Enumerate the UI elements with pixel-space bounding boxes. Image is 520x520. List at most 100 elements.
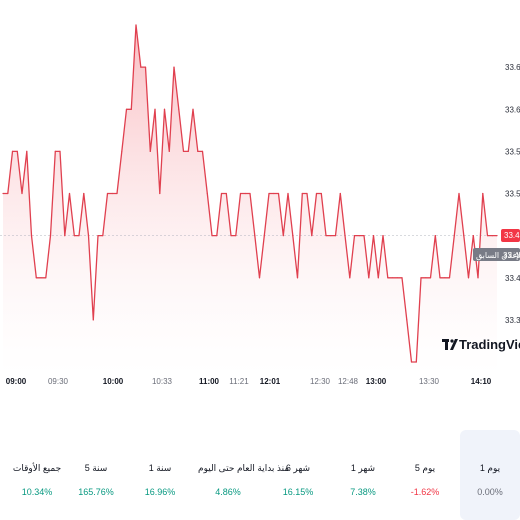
data-point — [97, 235, 99, 237]
data-point — [491, 235, 493, 237]
data-point — [235, 235, 237, 237]
x-tick-label: 10:00 — [103, 377, 124, 386]
x-tick-label: 10:33 — [152, 377, 173, 386]
performance-period-label: جميع الأوقات — [12, 463, 62, 473]
data-point — [173, 66, 175, 68]
data-point — [168, 150, 170, 152]
data-point — [415, 361, 417, 363]
performance-period-label: 5 سنة — [84, 463, 108, 473]
data-point — [83, 192, 85, 195]
data-point — [216, 235, 218, 237]
performance-change-value: 4.86% — [215, 487, 241, 497]
data-point — [363, 235, 365, 237]
x-tick-label: 12:48 — [338, 377, 359, 386]
data-point — [192, 108, 194, 110]
data-point — [429, 277, 432, 279]
data-point — [353, 235, 356, 237]
y-axis: 33.35 33.40 33.45 33.50 33.55 33.60 33.65 — [505, 63, 520, 325]
x-tick-label: 13:00 — [366, 377, 387, 386]
performance-period-label: 1 شهر — [350, 463, 376, 473]
x-tick-label: 12:01 — [260, 377, 281, 386]
performance-tab[interactable]: 1 شهر 7.38% — [333, 430, 393, 520]
data-point — [249, 192, 251, 195]
x-tick-label: 09:00 — [6, 377, 27, 386]
performance-tab[interactable]: 5 يوم -1.62% — [395, 430, 455, 520]
data-point — [453, 235, 455, 237]
performance-tab[interactable]: 1 يوم 0.00% — [460, 430, 520, 520]
data-point — [211, 235, 213, 237]
data-point — [87, 235, 90, 237]
tradingview-logo-text: TradingView — [459, 337, 520, 352]
data-point — [121, 150, 123, 152]
data-point — [296, 277, 299, 279]
data-point — [35, 277, 37, 279]
data-point — [239, 192, 242, 195]
tradingview-logo-icon — [442, 339, 458, 350]
performance-tab[interactable]: 5 سنة 165.76% — [66, 430, 126, 520]
y-tick-label: 33.65 — [505, 63, 520, 72]
data-point — [45, 277, 47, 279]
performance-change-value: 10.34% — [21, 487, 53, 497]
data-point — [102, 235, 104, 237]
data-point — [201, 150, 204, 152]
data-point — [306, 192, 308, 195]
data-point — [434, 235, 436, 237]
price-area — [3, 25, 497, 375]
data-point — [330, 235, 332, 237]
data-point — [396, 277, 398, 279]
data-point — [125, 108, 128, 110]
data-point — [144, 66, 147, 68]
data-point — [59, 150, 61, 152]
performance-tab[interactable]: 1 سنة 16.96% — [130, 430, 190, 520]
data-point — [130, 108, 132, 110]
performance-change-value: 0.00% — [477, 487, 503, 497]
data-point — [292, 235, 294, 237]
price-chart[interactable]: 33.35 33.40 33.45 33.50 33.55 33.60 33.65 09:0… — [0, 0, 520, 400]
data-point — [26, 150, 28, 152]
data-point — [263, 235, 265, 237]
data-point — [315, 192, 318, 195]
y-tick-label: 33.55 — [505, 147, 520, 156]
tradingview-logo[interactable]: TradingView — [442, 337, 520, 352]
data-point — [377, 277, 379, 279]
performance-tab[interactable]: 6 شهر 16.15% — [268, 430, 328, 520]
performance-tab[interactable]: منذ بداية العام حتى اليوم 4.86% — [198, 430, 290, 520]
data-point — [372, 235, 375, 237]
data-point — [277, 192, 280, 195]
data-point — [406, 319, 408, 321]
performance-period-label: 6 شهر — [285, 463, 311, 473]
data-point — [486, 235, 489, 237]
data-point — [368, 277, 370, 279]
data-point — [206, 192, 208, 195]
data-point — [225, 192, 227, 195]
data-point — [92, 319, 94, 321]
data-point — [30, 235, 33, 237]
data-point — [116, 192, 118, 195]
data-point — [477, 277, 479, 279]
data-point — [40, 277, 42, 279]
data-point — [111, 192, 113, 195]
previous-close-value: 33.45 — [503, 251, 520, 260]
last-price-label: 33.45 — [504, 231, 520, 240]
data-point — [463, 235, 465, 237]
data-point — [311, 235, 313, 237]
data-point — [301, 192, 303, 195]
data-point — [401, 277, 403, 279]
performance-tab[interactable]: جميع الأوقات 10.34% — [7, 430, 67, 520]
performance-period-label: منذ بداية العام حتى اليوم — [198, 463, 290, 473]
data-point — [154, 108, 156, 110]
data-point — [334, 235, 337, 237]
data-point — [64, 235, 66, 237]
performance-change-value: 16.96% — [144, 487, 176, 497]
data-point — [54, 150, 56, 152]
data-point — [244, 192, 246, 195]
data-point — [178, 108, 180, 110]
data-point — [425, 277, 427, 279]
x-tick-label: 11:21 — [229, 377, 249, 386]
performance-change-value: -1.62% — [410, 487, 440, 497]
data-point — [2, 192, 4, 195]
data-point — [11, 150, 14, 152]
data-point — [387, 277, 389, 279]
last-price-badge: 33.45 — [501, 229, 520, 242]
data-point — [448, 277, 451, 279]
